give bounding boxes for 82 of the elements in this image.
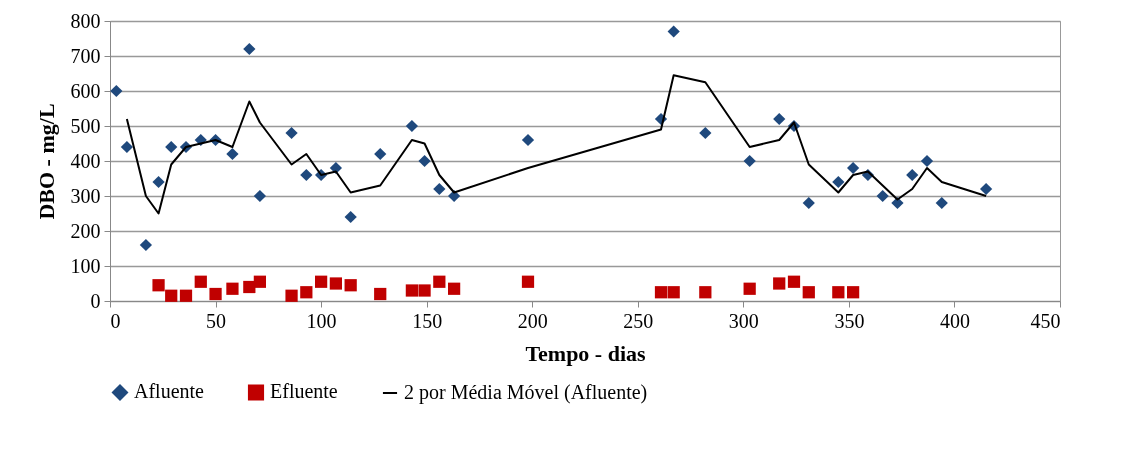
legend-label: Afluente — [134, 380, 205, 403]
point — [876, 189, 889, 203]
y-tick-label: 0 — [90, 289, 101, 312]
point — [152, 279, 165, 292]
point — [209, 287, 222, 301]
point — [654, 286, 668, 299]
point — [787, 275, 801, 288]
y-tick-label: 300 — [70, 184, 101, 207]
x-tick-label: 450 — [1030, 309, 1061, 332]
point — [300, 168, 313, 182]
point — [300, 286, 313, 299]
point — [139, 238, 153, 252]
point — [374, 147, 387, 161]
point — [935, 196, 948, 210]
point — [433, 182, 446, 196]
x-tick-label: 300 — [728, 309, 759, 332]
point — [243, 42, 256, 56]
point — [418, 154, 431, 168]
x-axis-title: Tempo - dias — [525, 340, 647, 366]
point — [743, 154, 756, 168]
point — [521, 275, 535, 288]
point — [418, 284, 431, 297]
point — [152, 175, 165, 189]
point — [832, 286, 845, 299]
point — [773, 277, 786, 290]
point — [285, 126, 298, 140]
legend-label: Efluente — [270, 380, 338, 403]
point — [329, 277, 343, 290]
point — [405, 284, 419, 297]
point — [832, 175, 845, 189]
y-tick-label: 800 — [70, 9, 101, 32]
point — [110, 84, 123, 98]
y-tick-label: 700 — [70, 44, 101, 67]
point — [447, 189, 461, 203]
point — [521, 133, 535, 147]
point — [802, 286, 815, 299]
point — [120, 140, 134, 154]
point — [243, 280, 256, 294]
y-tick-label: 600 — [70, 79, 101, 102]
point — [165, 289, 178, 302]
point — [846, 161, 860, 175]
point — [194, 275, 207, 288]
point — [226, 147, 239, 161]
y-tick-label: 100 — [70, 254, 101, 277]
point — [253, 275, 267, 288]
point — [906, 168, 919, 182]
x-tick-label: 200 — [517, 309, 548, 332]
point — [846, 286, 860, 299]
point — [179, 289, 193, 302]
point — [667, 25, 680, 38]
point — [285, 289, 298, 302]
point — [329, 161, 343, 175]
y-tick-label: 200 — [70, 219, 101, 242]
point — [405, 119, 419, 133]
point — [979, 182, 993, 196]
point — [433, 275, 446, 288]
point — [344, 210, 357, 224]
point — [667, 286, 680, 299]
x-tick-label: 50 — [206, 309, 227, 332]
point — [699, 286, 712, 299]
point — [447, 282, 461, 295]
point — [802, 196, 815, 210]
point — [226, 282, 239, 295]
y-tick-label: 400 — [70, 149, 101, 172]
x-tick-label: 400 — [939, 309, 970, 332]
x-tick-label: 350 — [834, 309, 865, 332]
point — [314, 275, 328, 288]
point — [920, 154, 934, 168]
point — [344, 279, 357, 292]
point — [773, 112, 786, 126]
point — [699, 126, 712, 140]
point — [253, 189, 267, 203]
x-tick-label: 100 — [306, 309, 337, 332]
y-axis-title: DBO - mg/L — [33, 103, 59, 220]
point — [374, 287, 387, 301]
x-tick-label: 150 — [412, 309, 443, 332]
point — [165, 140, 178, 154]
legend-label: 2 por Média Móvel (Afluente) — [404, 381, 648, 404]
x-tick-label: 250 — [623, 309, 654, 332]
y-tick-label: 500 — [70, 114, 101, 137]
x-tick-label: 0 — [110, 309, 121, 332]
point — [743, 282, 756, 295]
